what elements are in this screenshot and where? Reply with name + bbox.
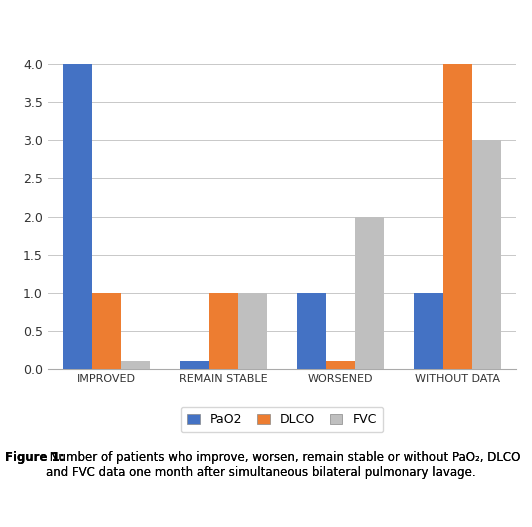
Bar — [238, 292, 267, 369]
Bar — [296, 292, 326, 369]
Bar — [209, 292, 238, 369]
Legend: PaO2, DLCO, FVC: PaO2, DLCO, FVC — [181, 407, 383, 432]
Bar — [355, 217, 384, 369]
Text: Figure 1:: Figure 1: — [5, 451, 65, 464]
Text: Figure 1:: Figure 1: — [5, 451, 65, 464]
Bar — [326, 362, 355, 369]
Bar — [413, 292, 443, 369]
Bar — [92, 292, 121, 369]
Bar — [179, 362, 209, 369]
Bar — [62, 64, 92, 369]
Bar — [121, 362, 150, 369]
Text: Number of patients who improve, worsen, remain stable or without PaO₂, DLCO and : Number of patients who improve, worsen, … — [46, 451, 520, 479]
Bar — [443, 64, 472, 369]
Bar — [472, 140, 501, 369]
Text: Number of patients who improve, worsen, remain stable or without PaO₂, DLCO and : Number of patients who improve, worsen, … — [46, 451, 521, 479]
